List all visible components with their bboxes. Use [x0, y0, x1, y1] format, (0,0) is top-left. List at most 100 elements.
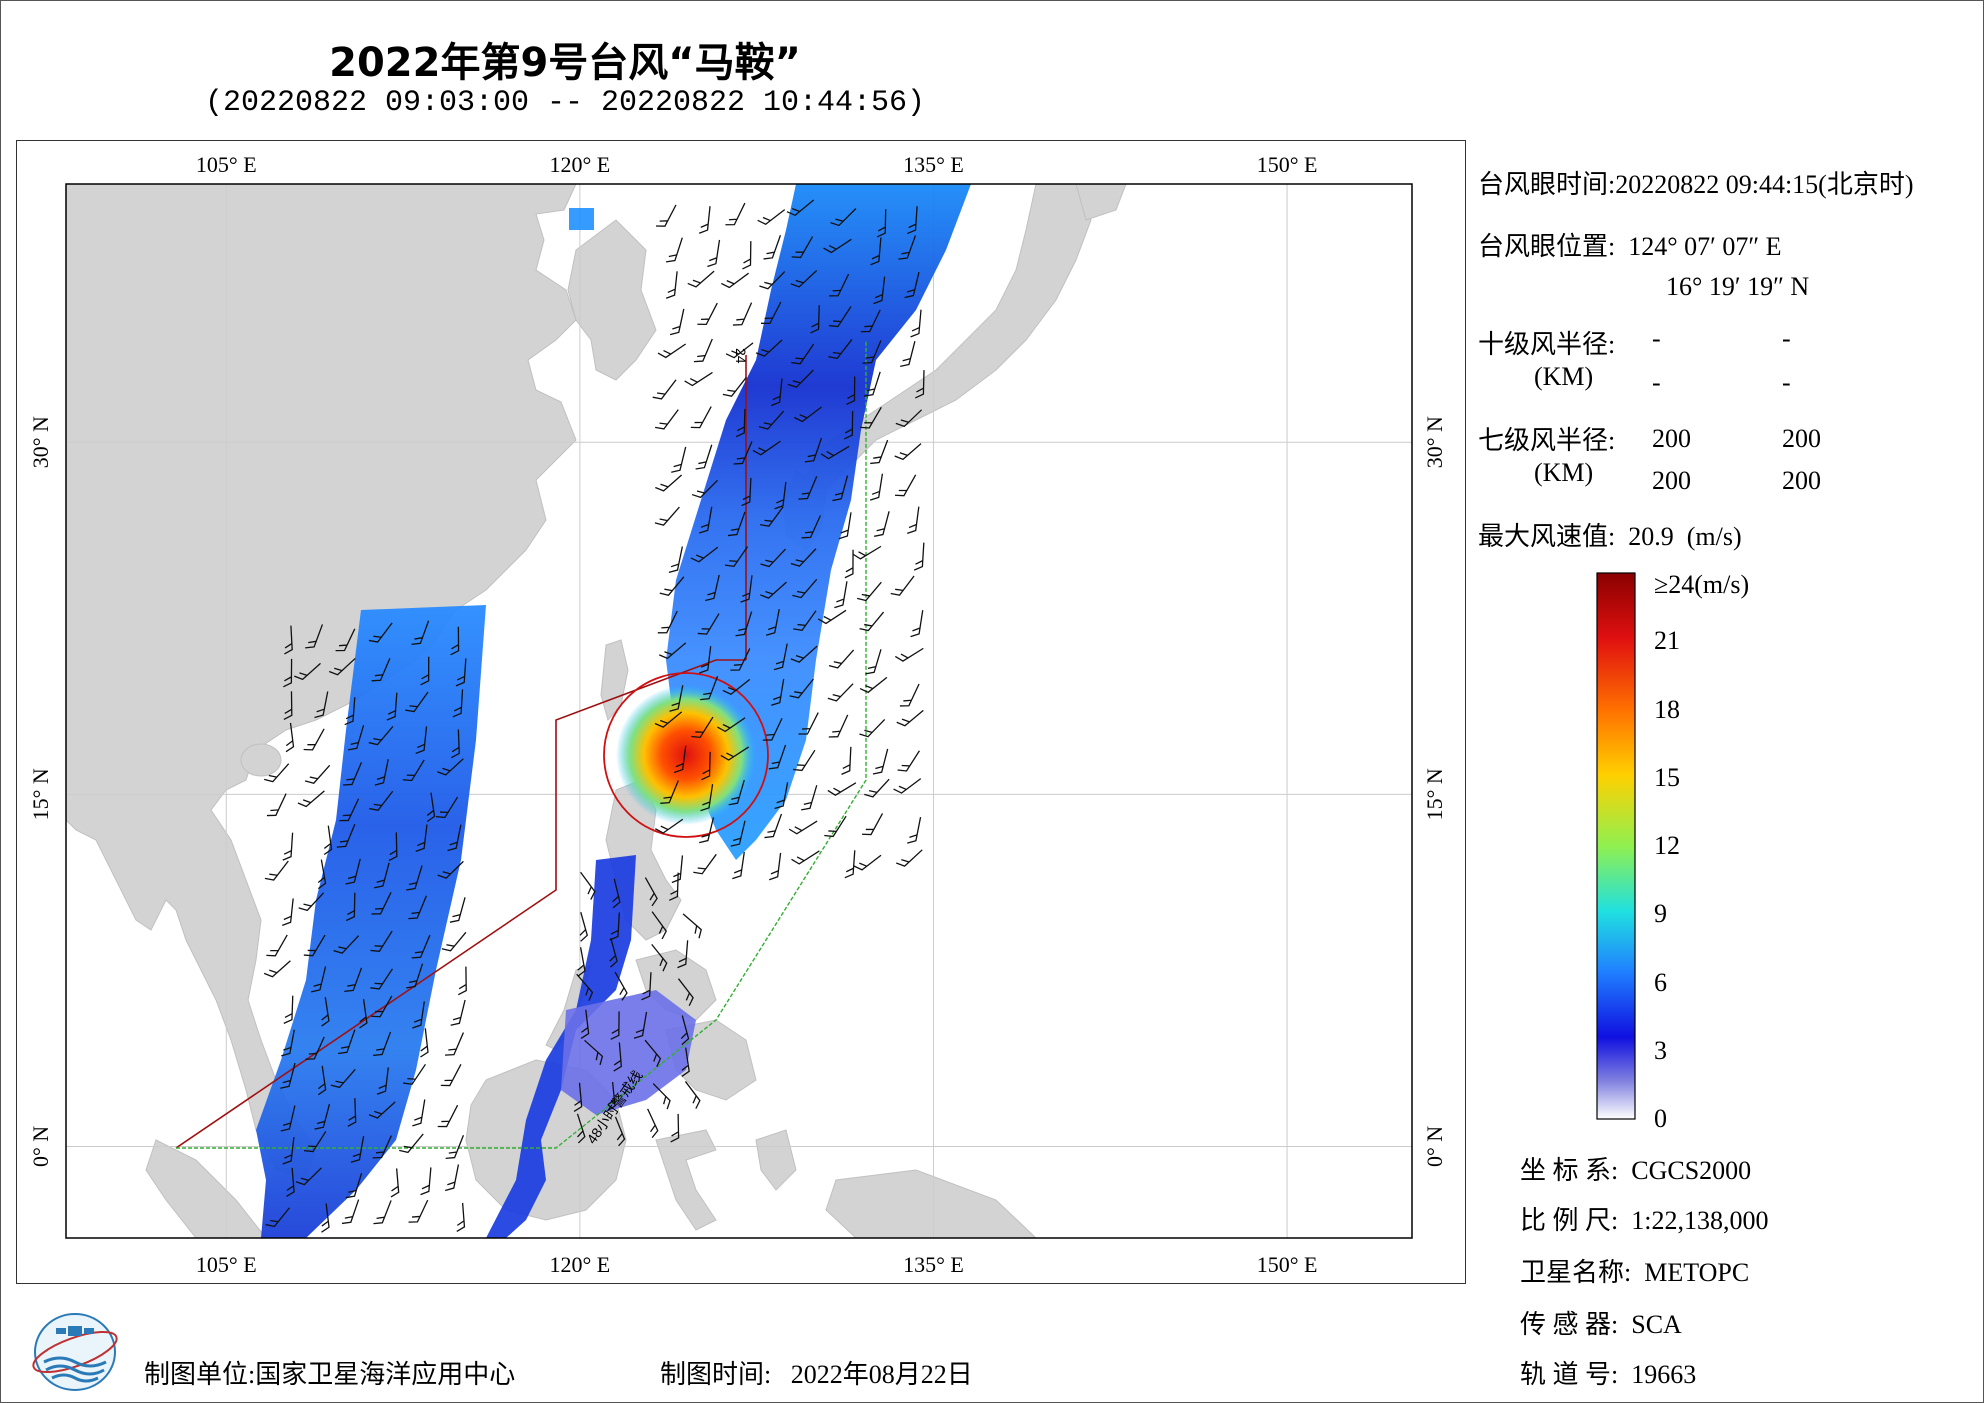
wind-barb: [722, 376, 747, 397]
crs-label: 坐 标 系:: [1520, 1156, 1619, 1185]
wind-barb-stroke: [798, 476, 818, 500]
wind-barb: [651, 943, 668, 972]
wind-barb-stroke: [406, 865, 423, 891]
wind-barb-stroke: [730, 820, 746, 847]
colorbar-label: 3: [1654, 1035, 1667, 1065]
wind-barb: [450, 626, 460, 656]
lat-tick-label-right: 15° N: [1422, 768, 1447, 820]
wind-barb: [281, 1029, 295, 1057]
wind-barb-stroke: [651, 943, 668, 972]
wind-barb-stroke: [742, 241, 752, 270]
wind-barb-stroke: [610, 1011, 620, 1040]
wind-barb: [609, 937, 618, 968]
wind-barb-stroke: [895, 409, 923, 428]
wind-barb: [374, 862, 390, 889]
wind-barb-stroke: [705, 574, 720, 602]
wind-barb-stroke: [697, 613, 720, 635]
wind-barb: [580, 871, 596, 900]
wind-barb: [699, 817, 715, 844]
wind-barb-stroke: [673, 745, 687, 774]
max-wind-label: 最大风速值:: [1478, 522, 1616, 551]
wind-barb-stroke: [765, 609, 780, 636]
wind-barb-stroke: [654, 711, 683, 728]
wind-barb-stroke: [752, 440, 781, 456]
wind-barb: [823, 238, 852, 254]
wind-barb: [671, 446, 687, 473]
wind-barb-stroke: [700, 676, 719, 701]
wind-barb: [317, 1065, 327, 1096]
wind-barb-stroke: [344, 697, 356, 726]
wind-barb: [305, 1036, 325, 1060]
wind-barb: [680, 1015, 690, 1046]
wind-barb-stroke: [415, 824, 428, 852]
wind-barb: [655, 409, 679, 430]
wind-barb-stroke: [665, 237, 683, 263]
eye-time-label: 台风眼时间:: [1478, 170, 1616, 199]
wind-barb-stroke: [697, 302, 718, 326]
wind-barb: [862, 813, 884, 836]
wind-barb-stroke: [330, 1068, 356, 1089]
wind-barb-stroke: [456, 1202, 466, 1233]
wind-barb: [376, 1067, 389, 1095]
wind-barb: [690, 406, 712, 429]
wind-barb-stroke: [373, 1200, 392, 1225]
swath-celebes-sea: [561, 990, 696, 1115]
r7-unit: (KM): [1534, 458, 1594, 487]
wind-barb-stroke: [669, 685, 684, 712]
sumatra: [145, 1139, 267, 1238]
wind-barb: [437, 1104, 459, 1128]
wind-barb-stroke: [370, 968, 393, 990]
eye-time-row: 台风眼时间:20220822 09:44:15(北京时): [1478, 164, 1914, 201]
wind-barb-stroke: [390, 1168, 400, 1198]
wind-barb-stroke: [368, 1101, 396, 1119]
wind-barb-stroke: [336, 823, 356, 848]
wind-barb-stroke: [345, 858, 361, 885]
wind-barb: [415, 726, 428, 755]
wind-barb-stroke: [633, 1011, 648, 1039]
wind-barb: [830, 208, 857, 227]
wind-barb-stroke: [415, 726, 428, 755]
wind-barb-stroke: [730, 648, 751, 671]
wind-barb-stroke: [898, 235, 917, 260]
wind-barb: [721, 272, 749, 289]
wind-barb-stroke: [576, 973, 594, 1001]
wind-barb-stroke: [758, 410, 785, 430]
wind-barb-stroke: [609, 912, 621, 941]
time-range-subtitle: (20220822 09:03:00 -- 20220822 10:44:56): [204, 86, 926, 120]
wind-barb: [647, 1108, 659, 1139]
wind-barb: [915, 370, 925, 399]
wind-barb: [828, 649, 855, 669]
swath-west-pacific: [666, 184, 971, 860]
wind-barb-stroke: [403, 1063, 426, 1085]
wind-barb: [573, 1082, 583, 1112]
wind-barb: [894, 474, 917, 497]
wind-barb: [907, 817, 922, 844]
wind-barb: [870, 439, 889, 465]
wind-barb: [445, 1135, 465, 1159]
wind-barb: [860, 406, 882, 429]
wind-barb-stroke: [311, 966, 327, 993]
wind-barb-stroke: [904, 272, 920, 299]
wind-barb: [412, 1099, 426, 1127]
wind-barb-stroke: [265, 1207, 290, 1228]
colorbar-label: 18: [1654, 694, 1680, 724]
wind-barb-stroke: [655, 409, 679, 430]
korean-peninsula: [567, 219, 657, 381]
wind-barb: [576, 1113, 586, 1144]
wind-barb-stroke: [907, 506, 920, 534]
wind-barb-stroke: [760, 301, 782, 325]
orbit-value: 19663: [1631, 1360, 1697, 1389]
wind-barb-stroke: [841, 746, 852, 775]
wind-barb: [372, 1135, 392, 1159]
wind-barb-stroke: [699, 646, 712, 674]
colorbar-label: 15: [1654, 762, 1680, 792]
date-label: 制图时间:: [660, 1360, 772, 1389]
wind-barb-stroke: [641, 972, 652, 1001]
wind-barb: [607, 1082, 616, 1112]
wind-barb-stroke: [691, 716, 714, 739]
r10-unit: (KM): [1534, 362, 1594, 391]
wind-barb-stroke: [722, 376, 747, 397]
wind-barb-stroke: [859, 611, 885, 632]
wind-barb: [873, 276, 886, 305]
wind-barb-stroke: [449, 897, 466, 923]
